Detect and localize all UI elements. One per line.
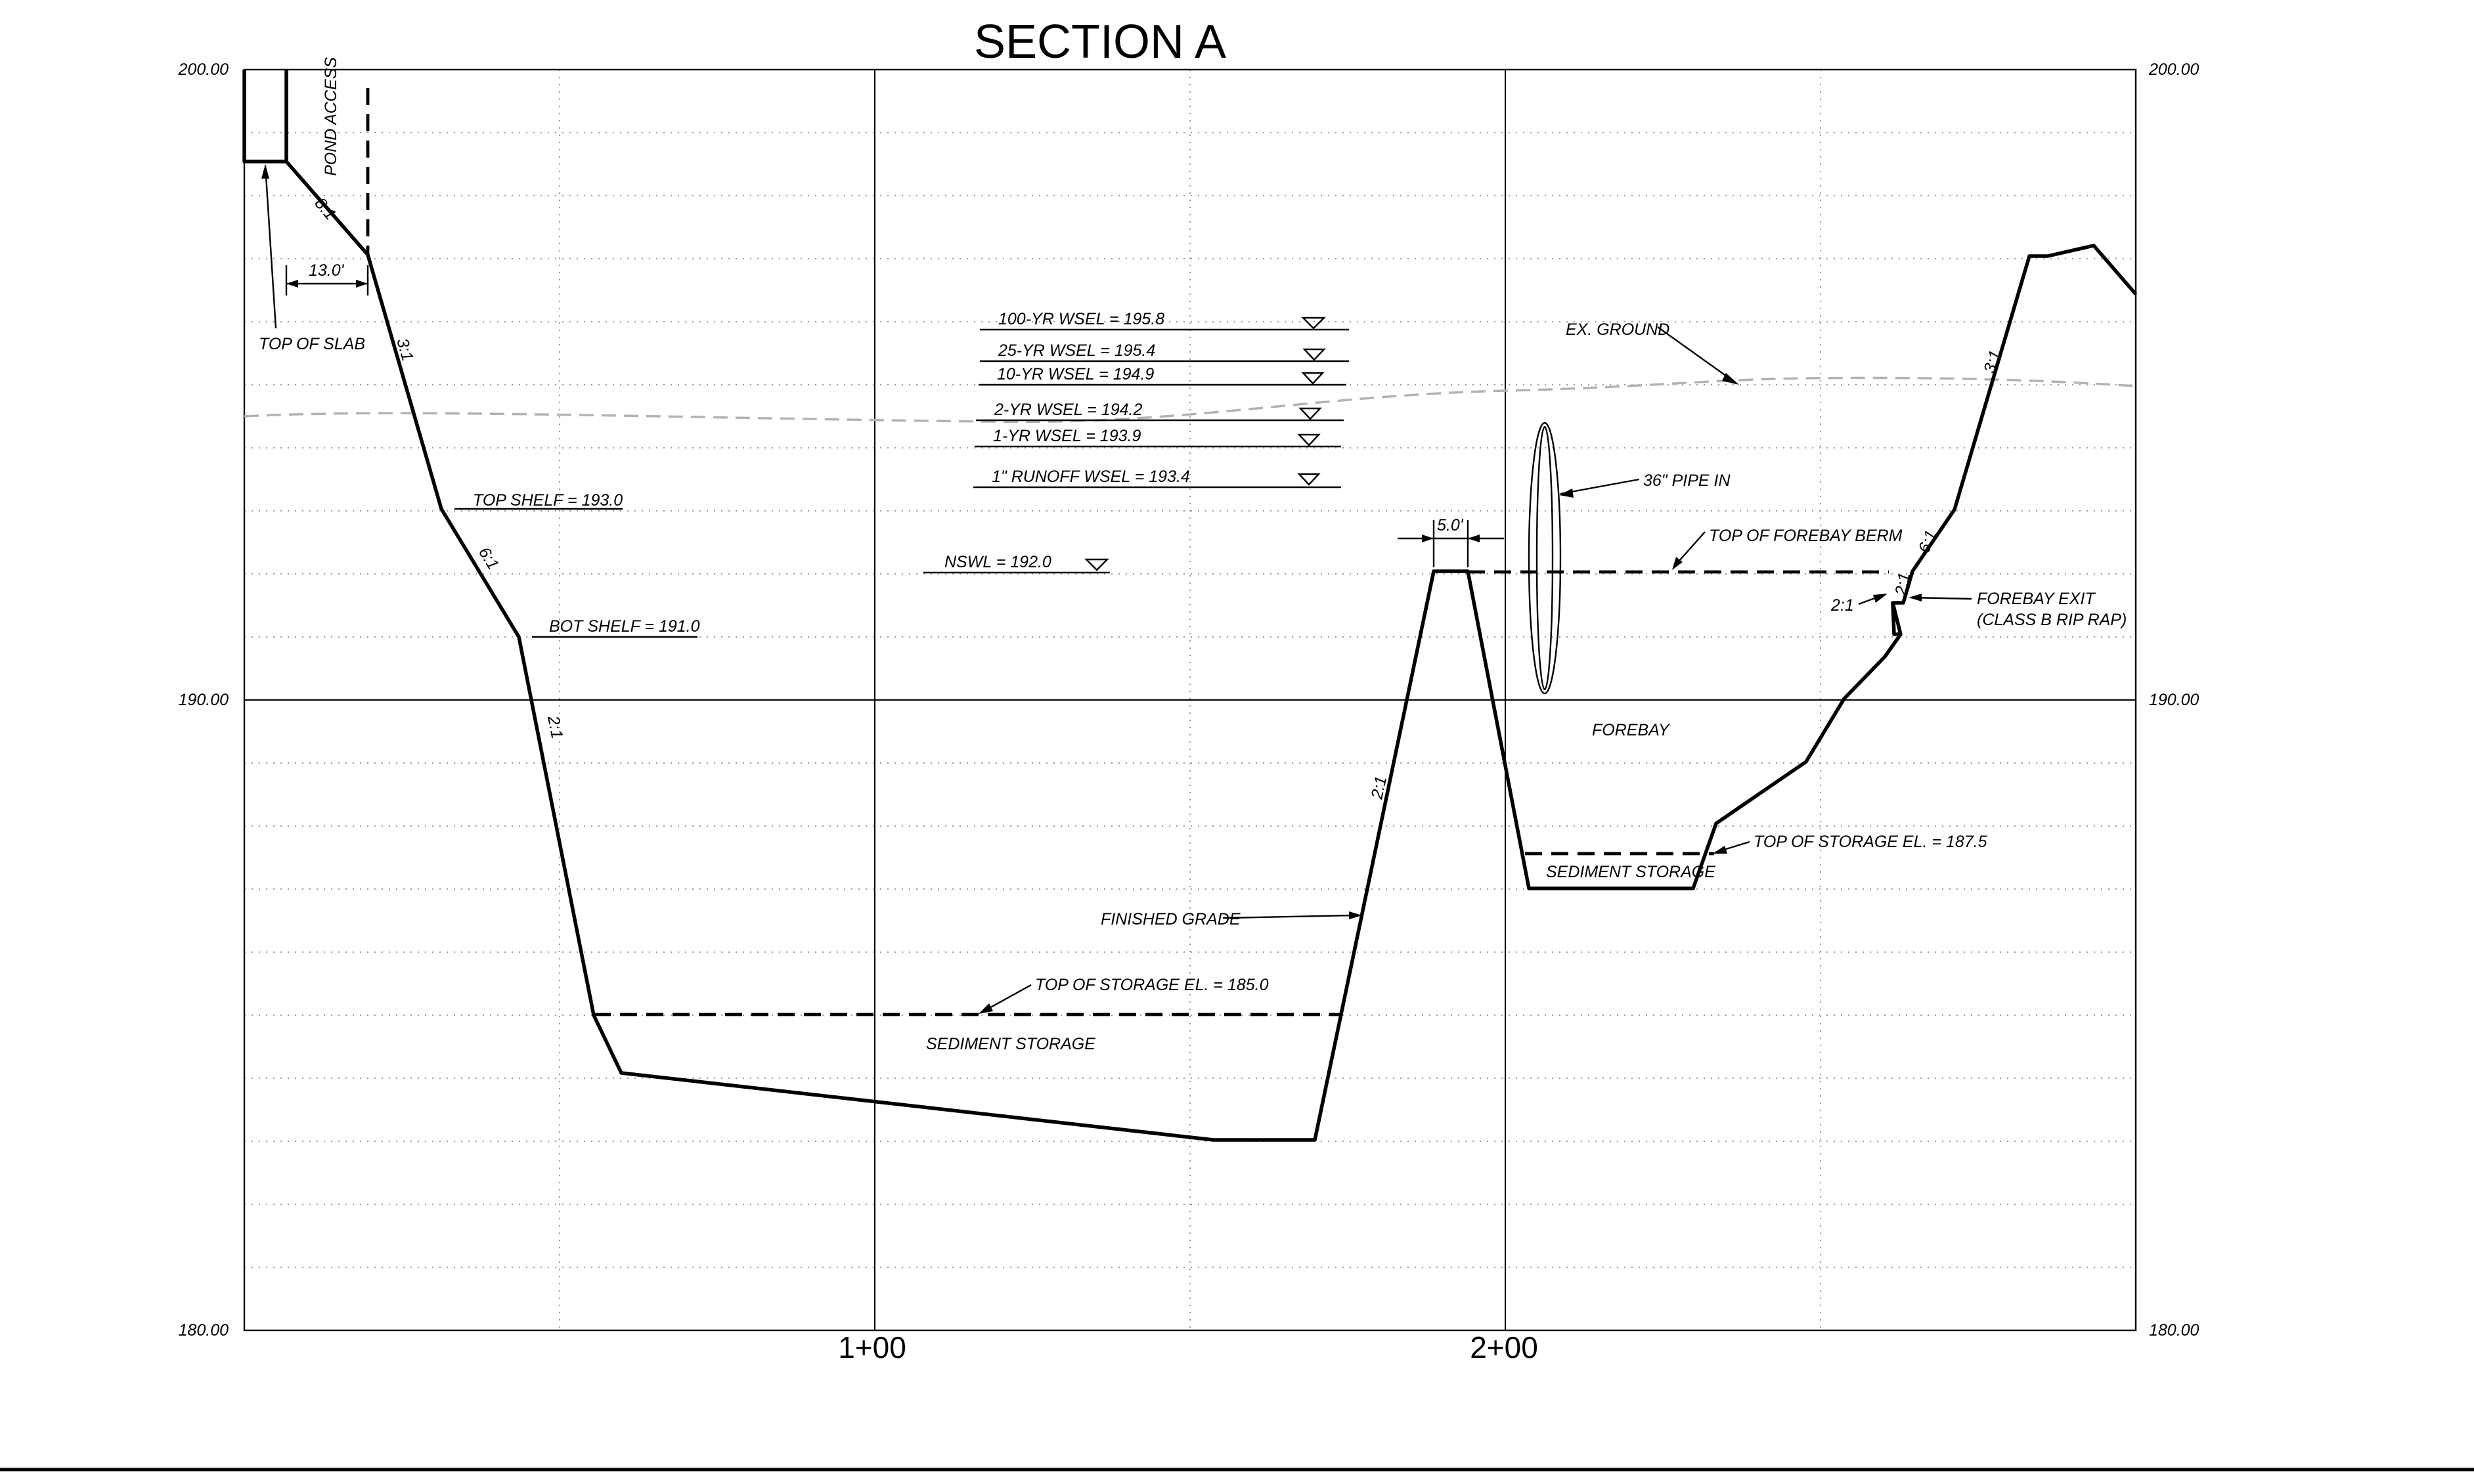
dimension-5ft [1398, 520, 1504, 567]
top-of-slab-structure [242, 70, 288, 164]
section-title: SECTION A [974, 16, 1226, 68]
top-shelf-label: TOP SHELF = 193.0 [473, 491, 623, 510]
elev-label-right-200: 200.00 [2148, 60, 2199, 79]
pond-access-label: POND ACCESS [322, 57, 340, 176]
slope-6-1-right-label: 6:1 [1915, 528, 1941, 556]
station-label-1: 1+00 [838, 1330, 906, 1364]
wsel-10-label: 10-YR WSEL = 194.9 [997, 365, 1154, 383]
pipe-in-label: 36" PIPE IN [1643, 471, 1731, 490]
nswl-label: NSWL = 192.0 [944, 553, 1051, 571]
bot-shelf-label: BOT SHELF = 191.0 [549, 617, 700, 636]
forebay-exit-notch [1891, 602, 1901, 636]
elev-label-right-180: 180.00 [2149, 1321, 2199, 1340]
top-storage-185-label: TOP OF STORAGE EL. = 185.0 [1035, 976, 1269, 994]
top-storage-187-label: TOP OF STORAGE EL. = 187.5 [1754, 833, 1987, 851]
forebay-exit-label-line1: FOREBAY EXIT [1977, 590, 2096, 608]
top-of-slab-label: TOP OF SLAB [259, 335, 365, 353]
dimension-13ft-label: 13.0' [309, 261, 345, 280]
forebay-sediment-storage-label: SEDIMENT STORAGE [1546, 863, 1715, 881]
station-label-2: 2+00 [1470, 1330, 1538, 1364]
elev-label-right-190: 190.00 [2149, 691, 2199, 709]
main-sediment-storage-label: SEDIMENT STORAGE [926, 1035, 1095, 1053]
dimension-13ft [285, 265, 369, 295]
finished-grade-label: FINISHED GRADE [1101, 910, 1241, 928]
ex-ground-label: EX. GROUND [1566, 320, 1669, 339]
top-forebay-berm-label: TOP OF FOREBAY BERM [1709, 527, 1903, 545]
slope-2-1-left-label: 2:1 [544, 714, 566, 740]
wsel-25-label: 25-YR WSEL = 195.4 [998, 341, 1155, 360]
dimension-5ft-label: 5.0' [1437, 516, 1464, 535]
forebay-exit-label-line2: (CLASS B RIP RAP) [1977, 611, 2127, 629]
slope-2-1-exit-right-label: 2:1 [1891, 571, 1914, 598]
elev-label-left-190: 190.00 [179, 691, 229, 709]
pipe-ellipse [1528, 422, 1562, 695]
existing-ground-line [244, 376, 2136, 424]
major-grid [243, 68, 2137, 1332]
elev-label-left-180: 180.00 [179, 1321, 229, 1340]
water-surface-elevations: 100-YR WSEL = 195.8 25-YR WSEL = 195.4 1… [923, 310, 1349, 574]
wsel-100-label: 100-YR WSEL = 195.8 [998, 310, 1164, 328]
elev-label-left-200: 200.00 [178, 60, 229, 79]
forebay-label: FOREBAY [1592, 721, 1671, 739]
runoff-wsel-label: 1" RUNOFF WSEL = 193.4 [992, 468, 1190, 486]
slope-2-1-exit-left-label: 2:1 [1830, 596, 1854, 615]
wsel-2-label: 2-YR WSEL = 194.2 [994, 401, 1142, 419]
wsel-1-label: 1-YR WSEL = 193.9 [993, 427, 1141, 445]
minor-grid [244, 70, 2136, 1330]
